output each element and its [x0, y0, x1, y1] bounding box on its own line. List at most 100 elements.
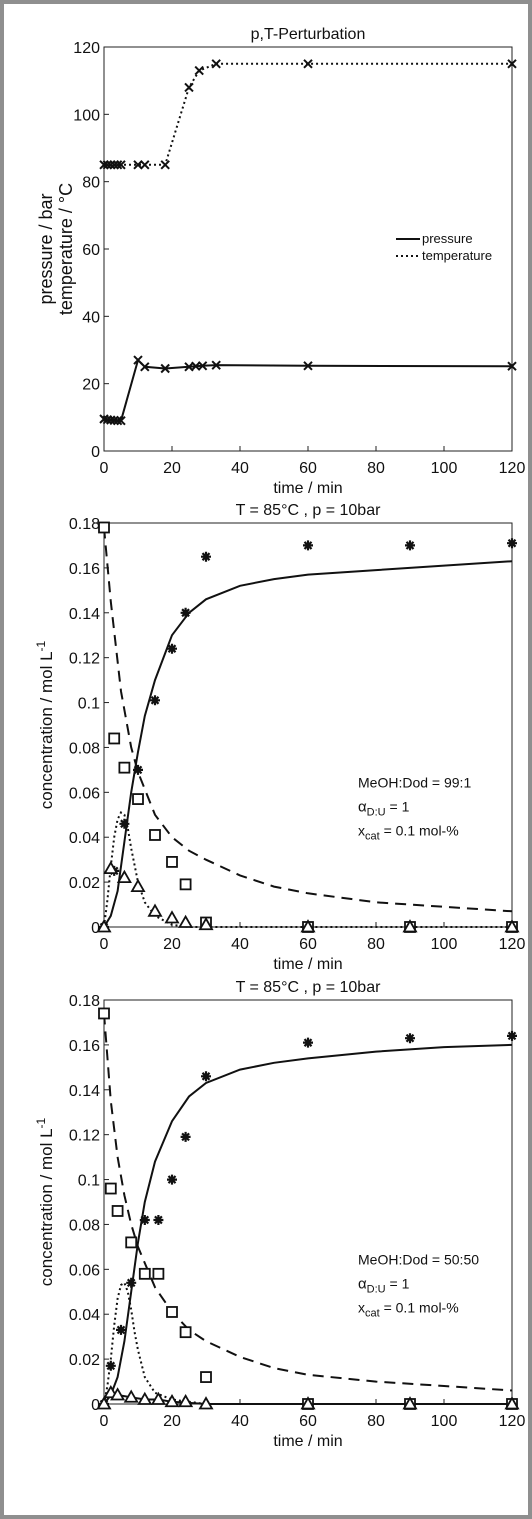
data-point-temperature — [303, 59, 313, 69]
data-point-star — [167, 643, 177, 654]
data-point-star — [119, 818, 130, 829]
data-point-triangle — [504, 1396, 520, 1410]
data-point-square — [149, 829, 161, 841]
x-axis-label: time / min — [273, 1433, 342, 1450]
legend-label-pressure: pressure — [422, 231, 473, 246]
x-tick-label: 0 — [100, 1413, 109, 1430]
x-tick-label: 120 — [499, 1413, 526, 1430]
x-tick-label: 120 — [499, 460, 526, 477]
data-point-pressure — [303, 361, 313, 371]
x-tick-label: 80 — [367, 936, 385, 953]
data-point-triangle — [130, 878, 146, 892]
annotation-ratio: MeOH:Dod = 99:1 — [358, 775, 471, 791]
x-tick-label: 60 — [299, 1413, 317, 1430]
data-point-star — [405, 1033, 415, 1044]
data-point-triangle — [96, 1396, 112, 1410]
plot-area — [103, 999, 513, 1405]
chart-panel-3: 0 20 40 60 80 100 120 0 0.02 0.04 0.06 0.08 0.1 0.12 0… — [34, 979, 525, 1450]
data-point-star — [405, 540, 415, 551]
data-point-triangle — [402, 1396, 418, 1410]
y-tick-label: 0.16 — [69, 561, 100, 578]
y-tick-label: 0.18 — [69, 993, 100, 1010]
data-point-star — [180, 607, 191, 618]
y-tick-label: 0.06 — [69, 785, 100, 802]
y-axis-label-superscript: -1 — [34, 1117, 48, 1128]
x-tick-label: 40 — [231, 936, 249, 953]
annotation-alpha-value: = 1 — [386, 799, 410, 815]
data-point-square — [118, 761, 131, 774]
y-tick-label: 0.08 — [69, 740, 100, 757]
data-point-star — [139, 1215, 150, 1225]
model-curve-dashed — [103, 527, 513, 913]
x-tick-label: 80 — [367, 460, 385, 477]
x-tick-label: 40 — [231, 1413, 249, 1430]
chart-title: T = 85°C , p = 10bar — [236, 502, 382, 519]
data-point-pressure — [140, 362, 150, 372]
annotation-ratio: MeOH:Dod = 50:50 — [358, 1252, 479, 1268]
data-point-triangle — [178, 914, 194, 928]
data-point-triangle — [300, 919, 316, 933]
y-tick-label: 0 — [91, 444, 100, 461]
x-tick-label: 60 — [299, 460, 317, 477]
data-point-triangle — [147, 903, 163, 917]
x-tick-label: 0 — [100, 460, 109, 477]
data-point-star — [133, 764, 143, 775]
y-axis-label: temperature / °C — [56, 183, 76, 315]
data-point-triangle — [96, 919, 112, 933]
data-point-triangle — [504, 919, 520, 933]
series-line-temperature — [104, 62, 512, 166]
data-point-star — [201, 1071, 211, 1082]
data-point-square — [179, 878, 192, 891]
annotation-xcat-subscript: cat — [365, 831, 380, 843]
data-point-star — [303, 1037, 313, 1048]
chart-panel-1: 0 20 40 60 80 100 120 0 20 40 60 80 100 120 p,T-Pertur… — [36, 26, 525, 497]
y-axis-label-superscript: -1 — [34, 640, 48, 651]
data-point-square — [104, 1182, 117, 1195]
y-tick-label: 20 — [82, 377, 100, 394]
data-point-star — [201, 551, 211, 562]
y-tick-label: 0.04 — [69, 830, 100, 847]
data-point-star — [303, 540, 313, 551]
y-tick-label: 60 — [82, 242, 100, 259]
data-point-triangle — [300, 1396, 316, 1410]
data-point-temperature — [102, 160, 113, 170]
data-point-temperature — [99, 160, 109, 170]
y-tick-label: 0.16 — [69, 1038, 100, 1055]
data-point-pressure — [197, 361, 208, 371]
data-point-triangle — [178, 1393, 194, 1408]
chart-panel-2: 0 20 40 60 80 100 120 0 0.02 0.04 0.06 0.08 0.1 0.12 0… — [34, 502, 525, 973]
x-tick-label: 100 — [431, 936, 458, 953]
x-tick-label: 20 — [163, 936, 181, 953]
y-tick-label: 0 — [91, 1397, 100, 1414]
x-tick-label: 20 — [163, 1413, 181, 1430]
data-point-pressure — [211, 360, 221, 370]
y-axis-label: concentration / mol L-1 — [34, 640, 56, 809]
data-point-temperature — [507, 59, 517, 69]
x-tick-label: 100 — [431, 1413, 458, 1430]
data-point-temperature — [112, 160, 123, 170]
data-point-triangle — [150, 1391, 166, 1405]
annotation-alpha: αD:U = 1 — [358, 1276, 410, 1296]
chart-title: T = 85°C , p = 10bar — [236, 979, 382, 996]
data-point-triangle — [402, 919, 418, 933]
data-point-star — [153, 1215, 164, 1225]
y-tick-label: 80 — [82, 175, 100, 192]
data-point-square — [132, 793, 144, 805]
condition-annotation: MeOH:Dod = 99:1 αD:U = 1 xcat = 0.1 mol-% — [358, 775, 471, 843]
x-tick-label: 120 — [499, 936, 526, 953]
x-tick-label: 0 — [100, 936, 109, 953]
data-point-star — [507, 538, 517, 549]
data-point-triangle — [137, 1391, 153, 1405]
y-tick-label: 100 — [73, 107, 100, 124]
annotation-alpha-subscript: D:U — [367, 807, 386, 819]
y-tick-label: 0.1 — [78, 1173, 100, 1190]
data-point-square — [166, 1306, 178, 1318]
data-point-temperature — [116, 160, 126, 170]
x-axis-label: time / min — [273, 480, 342, 497]
data-point-triangle — [198, 1396, 214, 1410]
x-tick-label: 60 — [299, 936, 317, 953]
data-point-pressure — [112, 415, 123, 426]
annotation-alpha-subscript: D:U — [367, 1284, 386, 1296]
data-point-triangle — [103, 860, 119, 875]
data-point-star — [116, 1324, 126, 1335]
